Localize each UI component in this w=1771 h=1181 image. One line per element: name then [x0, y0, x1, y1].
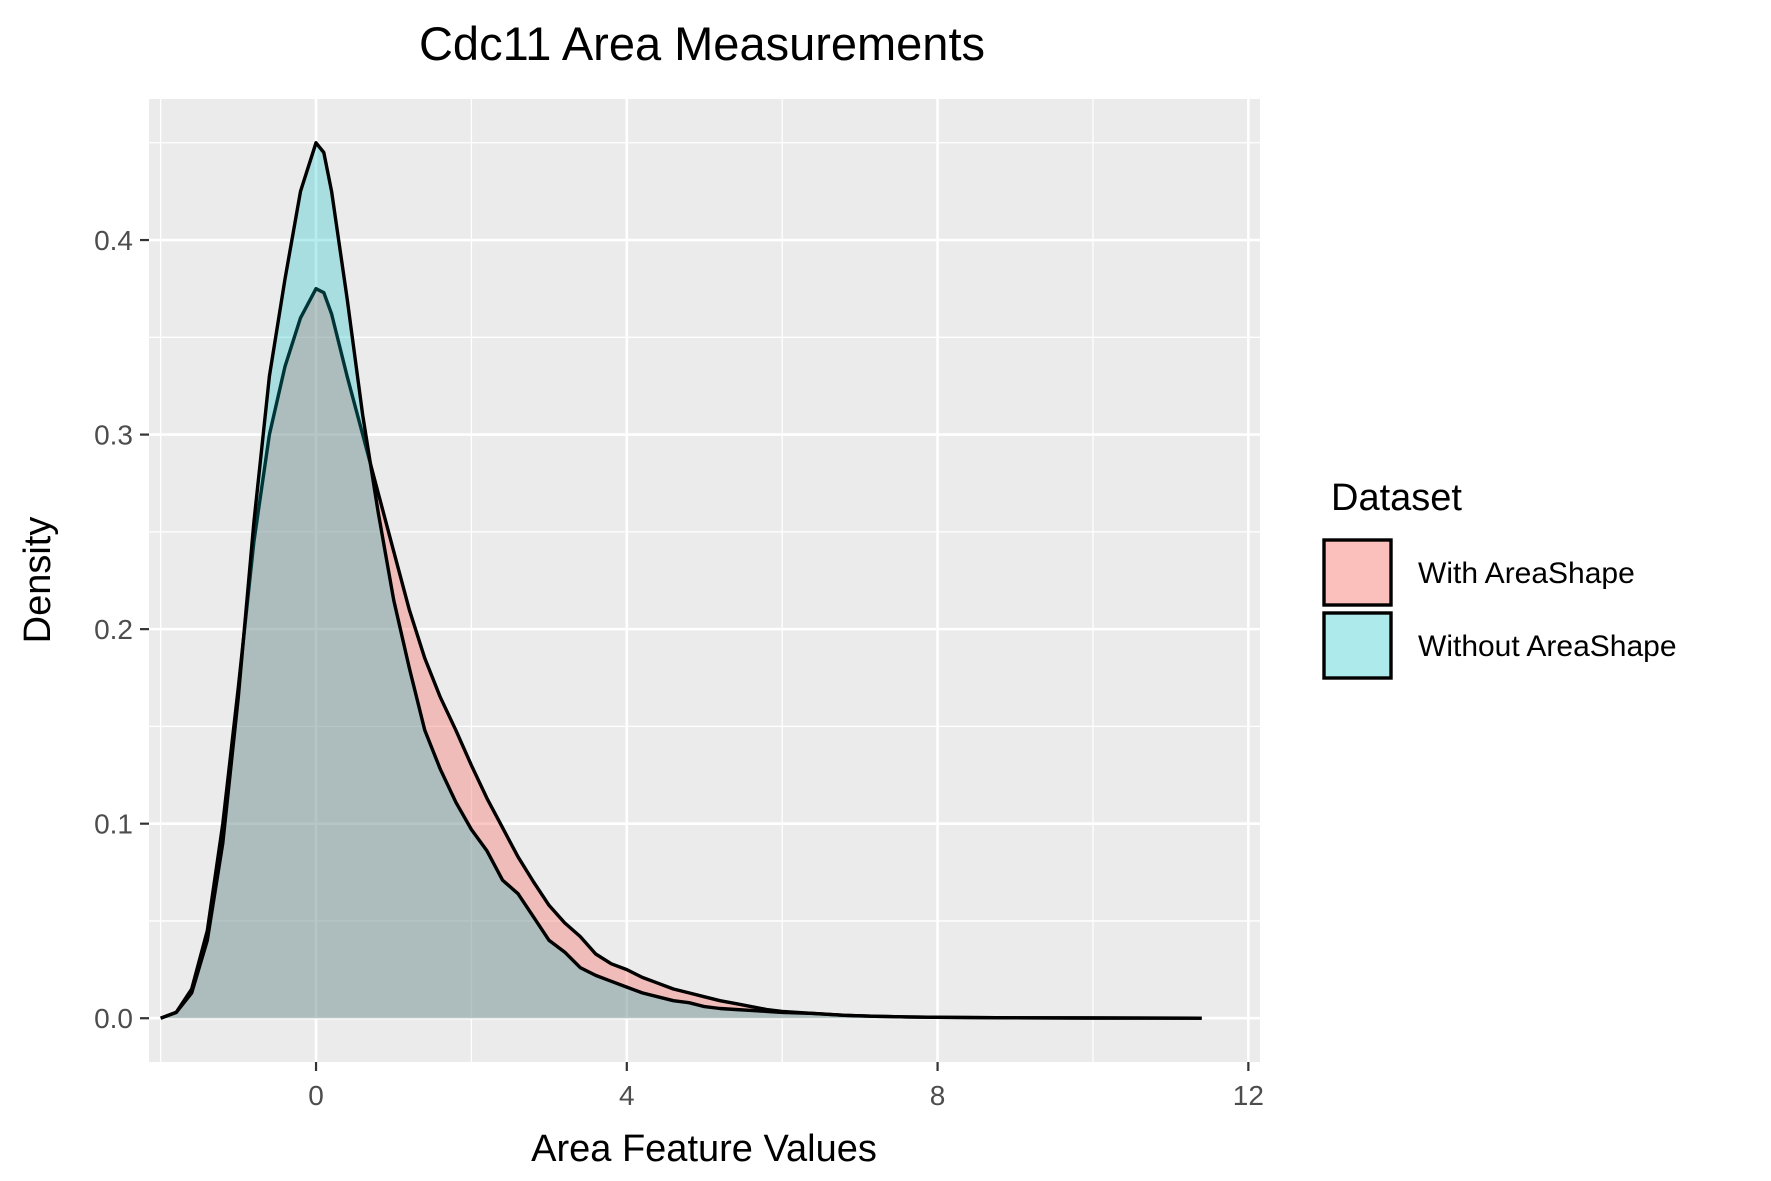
density-area-1 [160, 142, 1202, 1019]
x-tick-label: 12 [1233, 1080, 1264, 1111]
plot-panel [149, 99, 1260, 1062]
y-tick-label: 0.3 [94, 420, 133, 451]
y-tick-label: 0.1 [94, 809, 133, 840]
legend-label: Without AreaShape [1418, 630, 1677, 663]
x-tick-label: 8 [930, 1080, 946, 1111]
y-tick-label: 0.0 [94, 1003, 133, 1034]
legend: Dataset With AreaShape Without AreaShape [1322, 477, 1677, 684]
x-tick-label: 0 [308, 1080, 324, 1111]
legend-swatch [1322, 538, 1393, 607]
chart-title: Cdc11 Area Measurements [419, 17, 985, 70]
legend-label: With AreaShape [1418, 557, 1635, 590]
y-axis: 0.0 0.1 0.2 0.3 0.4 [94, 225, 149, 1034]
x-axis: 0 4 8 12 [308, 1062, 1264, 1111]
legend-swatch [1322, 611, 1393, 680]
y-axis-title: Density [17, 517, 59, 644]
x-axis-title: Area Feature Values [531, 1128, 877, 1170]
y-tick-label: 0.4 [94, 225, 133, 256]
legend-title: Dataset [1331, 477, 1462, 519]
major-gridlines [149, 99, 1260, 1062]
x-tick-label: 4 [619, 1080, 635, 1111]
legend-key-bg [1323, 538, 1398, 611]
minor-gridlines [149, 99, 1260, 1062]
density-area-0 [160, 288, 1202, 1019]
density-series [160, 141, 1202, 1020]
legend-key-bg [1323, 611, 1398, 684]
y-tick-label: 0.2 [94, 614, 133, 645]
density-line-1 [160, 141, 1202, 1020]
